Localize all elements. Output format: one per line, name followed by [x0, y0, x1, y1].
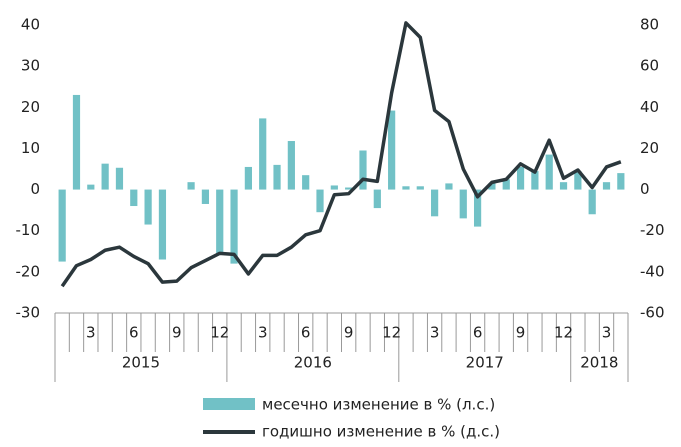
x-tick-label: 3: [258, 324, 268, 342]
legend-label: месечно изменение в % (л.с.): [262, 396, 495, 414]
bar: [287, 141, 295, 190]
line: [60, 21, 622, 288]
bar: [130, 189, 138, 207]
bar: [531, 171, 539, 190]
bar: [201, 189, 210, 204]
y-tick-label: 30: [21, 57, 40, 75]
x-tick-label: 6: [129, 324, 139, 342]
bar: [330, 185, 338, 190]
bar: [115, 167, 124, 190]
x-tick-label: 3: [86, 324, 96, 342]
year-label: 2016: [294, 354, 332, 372]
y2-tick-label: -60: [640, 304, 665, 322]
bar: [574, 171, 582, 190]
x-tick-label: 9: [344, 324, 354, 342]
bar: [144, 189, 152, 225]
y-tick-label: 20: [21, 98, 40, 116]
bar: [187, 182, 195, 190]
year-label: 2015: [122, 354, 160, 372]
x-tick-label: 3: [602, 324, 612, 342]
bar: [101, 163, 109, 190]
bar: [617, 173, 625, 190]
legend-swatch: [203, 398, 255, 410]
bar: [488, 183, 496, 190]
bar: [244, 166, 252, 190]
bar: [545, 154, 553, 190]
year-label: 2017: [466, 354, 504, 372]
bar: [359, 150, 367, 190]
bar: [302, 175, 310, 190]
x-tick-label: 9: [172, 324, 182, 342]
y-tick-label: -20: [16, 262, 41, 280]
x-tick-label: 9: [516, 324, 526, 342]
bar: [416, 186, 424, 190]
y2-tick-label: -20: [640, 221, 665, 239]
bar: [316, 189, 324, 213]
bar: [431, 189, 439, 217]
bar: [388, 110, 396, 190]
y-tick-label: 10: [21, 139, 40, 157]
bar: [402, 186, 410, 190]
bar: [473, 189, 482, 227]
y-tick-label: 0: [30, 180, 40, 198]
y2-tick-label: -40: [640, 262, 665, 280]
bar: [273, 164, 281, 190]
bar: [459, 189, 467, 219]
x-tick-label: 12: [382, 324, 401, 342]
y2-tick-label: 20: [640, 139, 659, 157]
legend-label: годишно изменение в % (д.с.): [262, 423, 500, 441]
bar: [58, 189, 66, 262]
bar: [502, 179, 510, 190]
y-tick-label: -10: [16, 221, 41, 239]
y2-tick-label: 80: [640, 16, 659, 34]
bar: [158, 189, 167, 260]
bar: [230, 189, 238, 264]
bar: [373, 189, 381, 209]
bar: [559, 182, 568, 190]
bar: [216, 189, 224, 254]
bar: [445, 183, 453, 190]
bar: [516, 166, 525, 190]
x-tick-label: 3: [430, 324, 440, 342]
bar: [87, 184, 95, 190]
bar: [588, 189, 596, 215]
x-tick-label: 12: [210, 324, 229, 342]
y2-tick-label: 0: [640, 180, 650, 198]
bar: [345, 187, 353, 190]
bar: [72, 94, 81, 190]
y2-tick-label: 60: [640, 57, 659, 75]
y-tick-label: 40: [21, 16, 40, 34]
bar: [602, 182, 611, 190]
bar: [259, 118, 267, 190]
y2-tick-label: 40: [640, 98, 659, 116]
x-tick-label: 6: [301, 324, 311, 342]
x-tick-label: 6: [473, 324, 483, 342]
y-tick-label: -30: [16, 304, 41, 322]
year-label: 2018: [580, 354, 618, 372]
x-tick-label: 12: [554, 324, 573, 342]
